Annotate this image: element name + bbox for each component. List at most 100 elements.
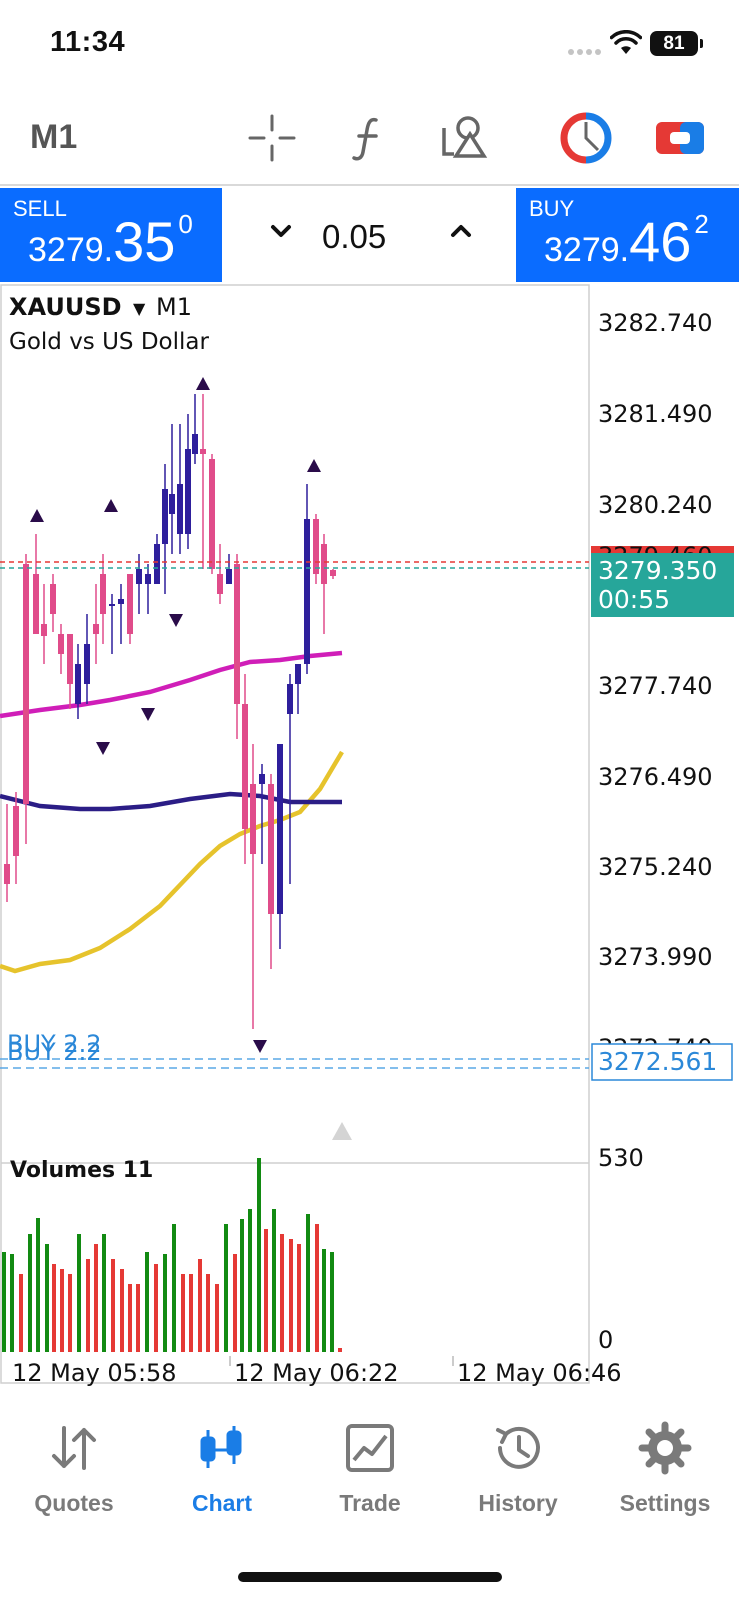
candle-body — [93, 624, 99, 634]
symbol-description: Gold vs US Dollar — [9, 329, 210, 355]
order-label[interactable]: BUY 2.2 — [7, 1030, 102, 1058]
current-price: 3279.350 — [598, 556, 717, 585]
bar-countdown: 00:55 — [598, 585, 670, 614]
volume-scale-max: 530 — [598, 1144, 644, 1172]
time-label: 12 May 05:58 — [12, 1359, 177, 1387]
toggle-icon[interactable] — [652, 110, 708, 166]
fractal-up-arrow — [196, 377, 210, 390]
volume-bar — [86, 1259, 90, 1352]
status-time: 11:34 — [50, 26, 126, 58]
symbol-dropdown-icon[interactable]: ▼ — [133, 299, 146, 318]
candle-body — [268, 784, 274, 914]
chart-area[interactable]: XAUUSD ▼ M1 Gold vs US Dollar 3282.740 3… — [0, 284, 739, 1404]
volume-bar — [94, 1244, 98, 1352]
candle-body — [169, 494, 175, 514]
fractal-up-arrow — [104, 499, 118, 512]
price-label: 3281.490 — [598, 400, 713, 428]
volume-bar — [206, 1274, 210, 1352]
symbol-name[interactable]: XAUUSD — [9, 293, 122, 321]
volume-bar — [289, 1239, 293, 1352]
volume-bar — [128, 1284, 132, 1352]
volume-bar — [297, 1244, 301, 1352]
volume-bar — [19, 1274, 23, 1352]
chart-frame — [0, 284, 590, 1384]
chevron-up-icon[interactable] — [446, 216, 476, 246]
candle-body — [234, 564, 240, 704]
volume-bar — [233, 1254, 237, 1352]
candle-body — [313, 519, 319, 574]
volumes-indicator-label: Volumes 11 — [10, 1158, 153, 1183]
quotes-icon — [52, 1426, 96, 1470]
buy-button[interactable]: BUY 3279.46 2 — [516, 188, 739, 282]
chart-icon — [200, 1426, 242, 1468]
candle-body — [287, 684, 293, 714]
volume-bar — [306, 1214, 310, 1352]
volume-bar — [248, 1209, 252, 1352]
indicators-icon[interactable] — [340, 110, 396, 166]
fractal-up-arrow — [307, 459, 321, 472]
candle-body — [13, 806, 19, 856]
candle-body — [185, 449, 191, 534]
fractal-down-arrow — [169, 614, 183, 627]
volume-bar — [172, 1224, 176, 1352]
bottom-tab-bar: Quotes Chart Trade History — [0, 1406, 739, 1526]
volume-bar — [215, 1284, 219, 1352]
volume-bar — [163, 1254, 167, 1352]
volume-bar — [280, 1234, 284, 1352]
wifi-icon — [610, 30, 642, 54]
volume-bar — [111, 1259, 115, 1352]
candlesticks — [4, 394, 336, 1029]
tab-trade[interactable]: Trade — [296, 1406, 444, 1526]
tab-label: Chart — [191, 1490, 253, 1516]
candle-body — [84, 644, 90, 684]
chevron-down-icon[interactable] — [266, 216, 296, 246]
battery-icon: 81 — [650, 31, 703, 56]
price-label: 3282.740 — [598, 309, 713, 337]
order-label-secondary: BUY 2.2 — [7, 1038, 102, 1066]
volume-bar — [272, 1209, 276, 1352]
price-label: 3276.490 — [598, 763, 713, 791]
price-label: 3277.740 — [598, 672, 713, 700]
volume-bar — [264, 1229, 268, 1352]
fractal-arrows — [30, 377, 321, 1053]
volume-scale-min: 0 — [598, 1326, 613, 1354]
volume-bar — [68, 1274, 72, 1352]
volume-bar — [10, 1254, 14, 1352]
volume-value[interactable]: 0.05 — [322, 218, 387, 255]
price-chart[interactable]: XAUUSD ▼ M1 Gold vs US Dollar 3282.740 3… — [0, 284, 739, 1404]
settings-icon — [638, 1421, 692, 1475]
candle-body — [259, 774, 265, 784]
volume-bar — [136, 1284, 140, 1352]
volume-bar — [28, 1234, 32, 1352]
chart-toolbar: M1 — [0, 92, 739, 186]
tab-chart[interactable]: Chart — [148, 1406, 296, 1526]
cellular-signal-icon — [568, 42, 604, 60]
tab-history[interactable]: History — [444, 1406, 592, 1526]
price-label: 3273.990 — [598, 943, 713, 971]
history-icon — [496, 1426, 540, 1469]
tab-quotes[interactable]: Quotes — [0, 1406, 148, 1526]
chart-shift-marker[interactable] — [332, 1122, 352, 1140]
candle-body — [250, 784, 256, 854]
timeframe-button[interactable]: M1 — [30, 118, 78, 156]
trade-icon — [346, 1424, 394, 1472]
one-click-trading-icon[interactable] — [558, 110, 614, 166]
order-price-tag — [591, 1043, 733, 1081]
volume-bar — [240, 1219, 244, 1352]
sell-label: SELL — [13, 196, 67, 221]
candle-body — [162, 489, 168, 544]
crosshair-icon[interactable] — [244, 110, 300, 166]
objects-icon[interactable] — [438, 110, 494, 166]
time-label: 12 May 06:22 — [234, 1359, 399, 1387]
time-label: 12 May 06:46 — [457, 1359, 622, 1387]
candle-body — [277, 744, 283, 914]
candle-body — [145, 574, 151, 584]
candle-body — [100, 574, 106, 614]
status-bar: 11:34 81 — [0, 0, 739, 92]
candle-body — [242, 704, 248, 829]
volume-bar — [60, 1269, 64, 1352]
candle-body — [67, 634, 73, 684]
tab-settings[interactable]: Settings — [591, 1406, 739, 1526]
sell-button[interactable]: SELL 3279.35 0 — [0, 188, 222, 282]
candle-body — [127, 574, 133, 634]
